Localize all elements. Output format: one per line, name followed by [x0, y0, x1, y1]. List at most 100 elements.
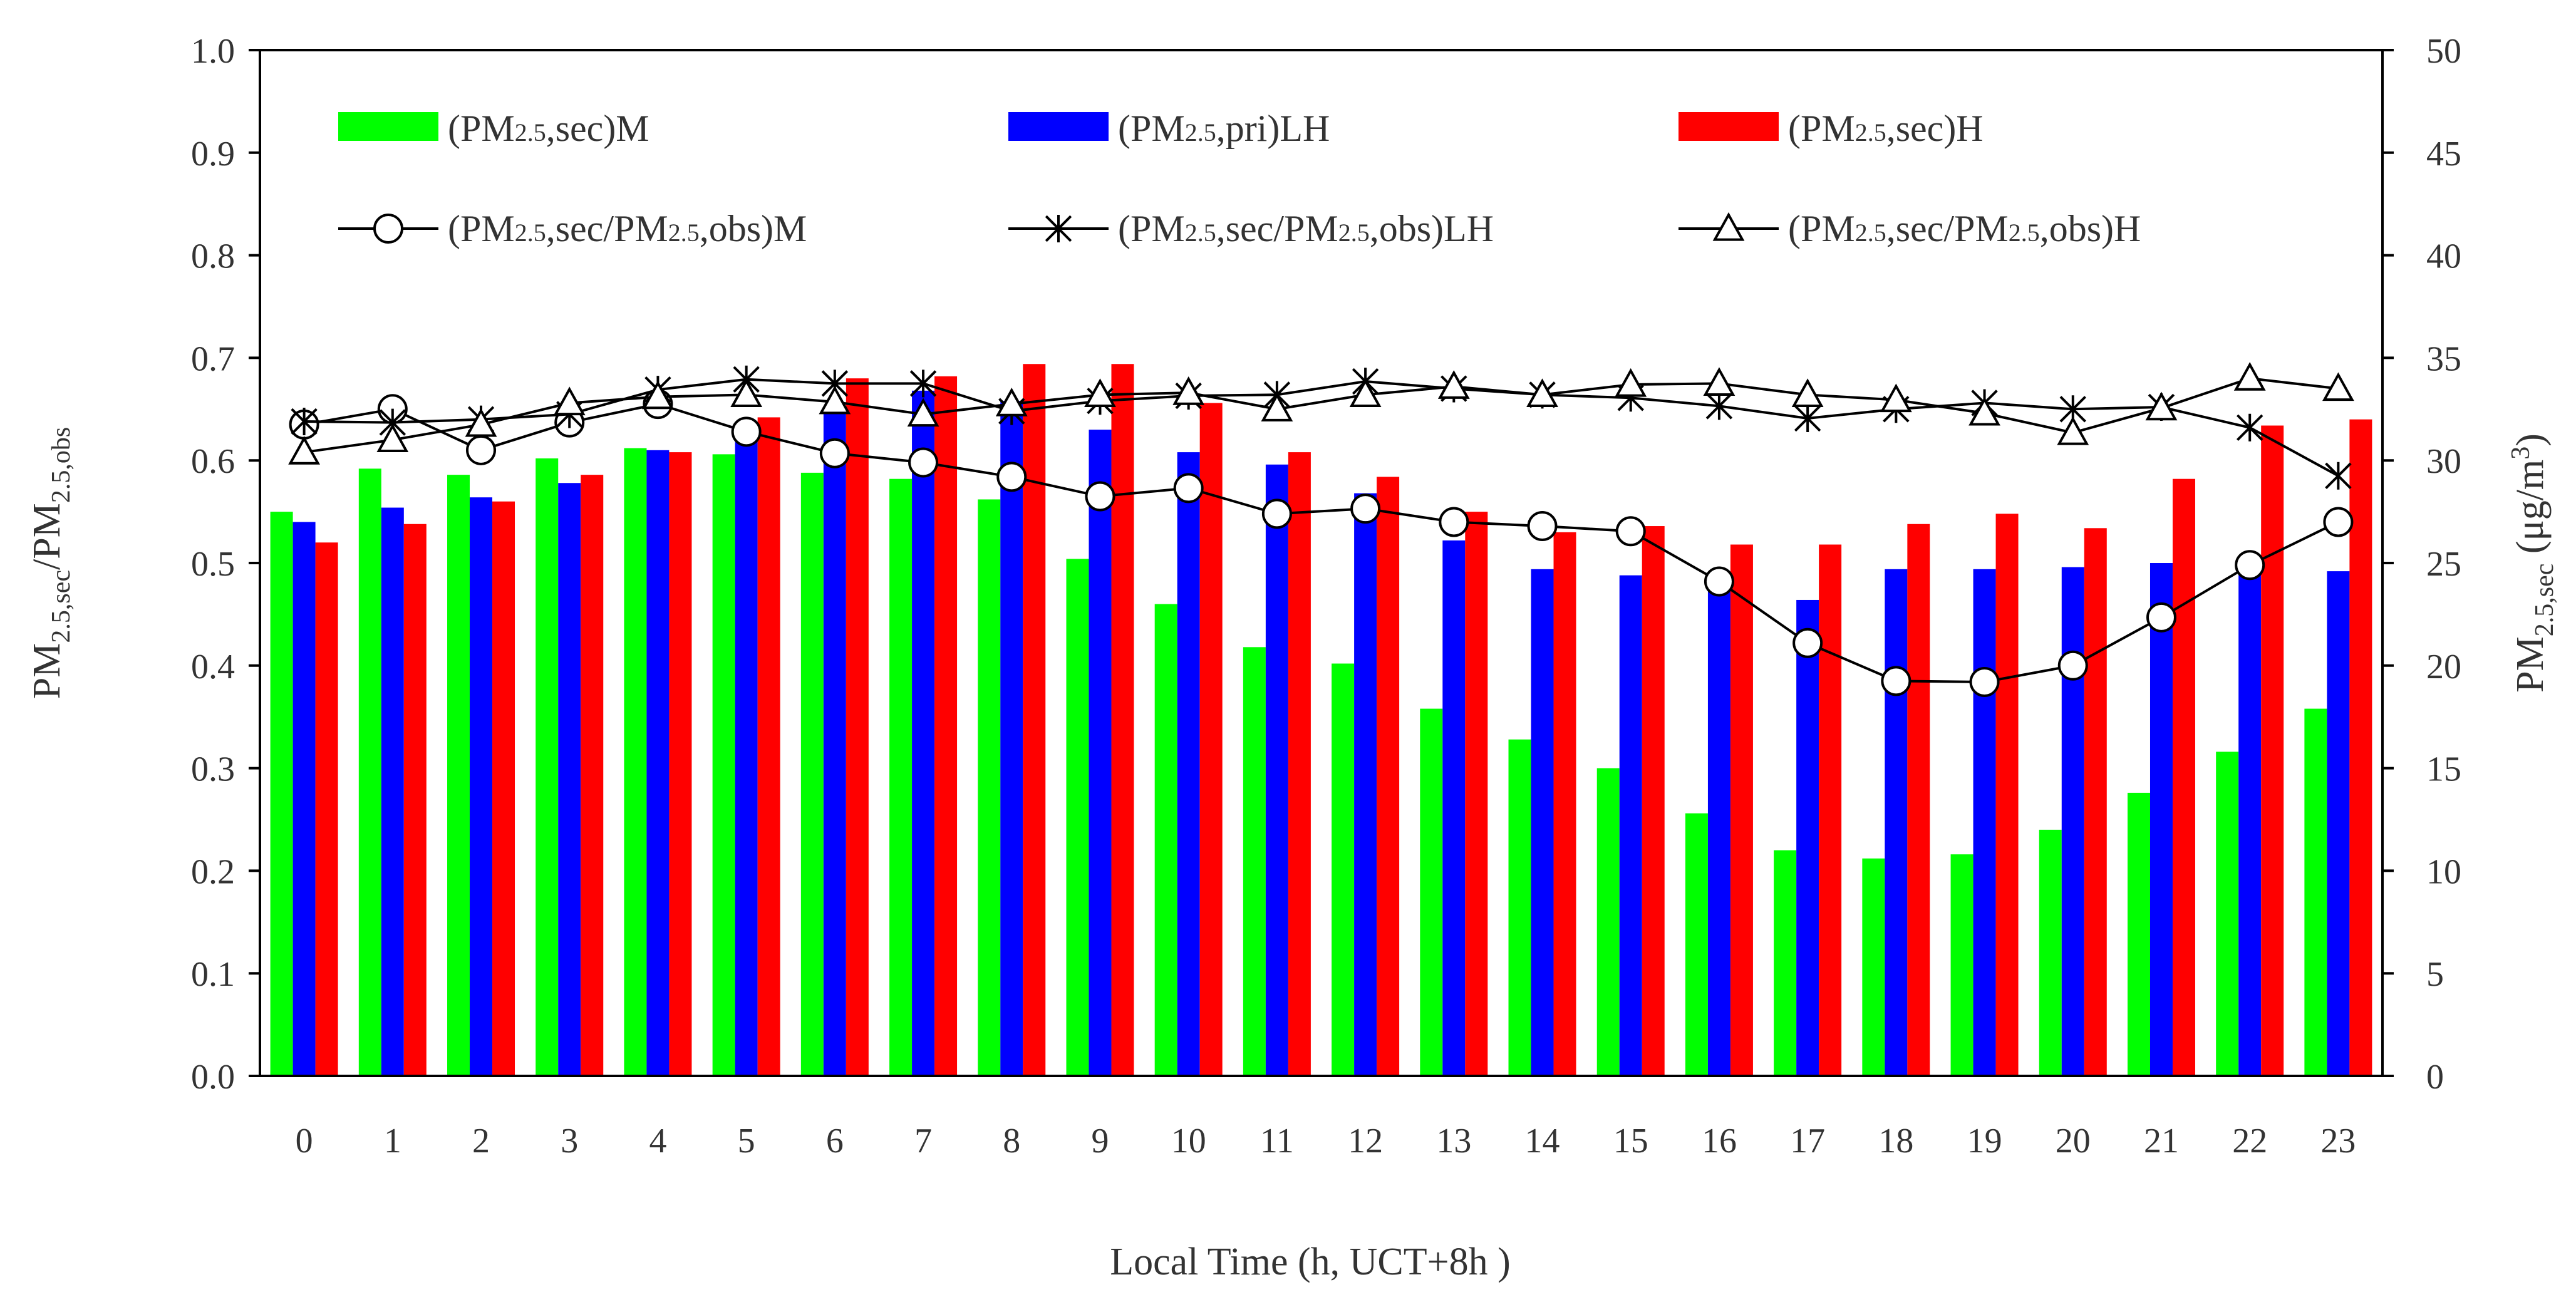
bar-2-21: [2172, 478, 2195, 1076]
right-tick-label: 30: [2426, 442, 2461, 481]
x-tick-label: 6: [826, 1122, 844, 1160]
left-tick-label: 1.0: [191, 32, 235, 71]
bar-0-3: [535, 458, 559, 1076]
bar-0-1: [358, 468, 381, 1076]
legend-marker-2: [1712, 212, 1745, 241]
point-0-5: [731, 416, 762, 447]
x-tick-label: 4: [649, 1122, 666, 1160]
x-tick-label: 9: [1091, 1122, 1109, 1160]
point-2-22: [2233, 362, 2266, 391]
bar-2-15: [1642, 526, 1665, 1076]
legend-label-bar-1: (PM2.5,pri)LH: [1118, 108, 1330, 149]
point-0-16: [1704, 566, 1734, 597]
bar-0-9: [1066, 559, 1089, 1076]
bar-1-18: [1885, 569, 1908, 1076]
point-2-19: [1968, 396, 2000, 426]
bar-1-20: [2061, 567, 2084, 1076]
point-1-7: [909, 369, 937, 398]
bar-2-11: [1288, 452, 1311, 1076]
bar-0-20: [2039, 829, 2062, 1076]
bar-1-5: [735, 440, 758, 1076]
bar-2-16: [1730, 544, 1753, 1076]
bar-1-22: [2238, 569, 2262, 1076]
legend-label-line-0: (PM2.5,sec/PM2.5,obs)M: [448, 208, 807, 249]
point-1-16: [1705, 392, 1733, 420]
bar-1-15: [1619, 575, 1642, 1076]
point-2-7: [907, 398, 939, 427]
legend-label-bar-0: (PM2.5,sec)M: [448, 108, 649, 149]
legend-marker-0: [373, 214, 403, 244]
bar-1-16: [1707, 575, 1730, 1076]
plot-area: [259, 49, 2384, 1077]
x-tick-label: 15: [1613, 1122, 1648, 1160]
left-tick-label: 0.3: [191, 750, 235, 789]
point-2-8: [995, 387, 1028, 416]
point-2-21: [2145, 391, 2178, 421]
bar-0-22: [2216, 752, 2239, 1076]
right-tick-label: 25: [2426, 545, 2461, 584]
point-2-10: [1172, 376, 1205, 405]
point-2-4: [642, 380, 674, 410]
point-0-12: [1350, 493, 1381, 524]
point-1-17: [1794, 405, 1821, 433]
bar-0-18: [1862, 858, 1885, 1076]
point-2-13: [1437, 370, 1470, 399]
bar-2-13: [1465, 512, 1488, 1076]
right-tick-label: 15: [2426, 750, 2461, 789]
bar-2-22: [2261, 425, 2284, 1076]
legend-label-bar-2: (PM2.5,sec)H: [1788, 108, 1984, 149]
legend-swatch-2: [1679, 112, 1779, 141]
bar-1-11: [1265, 464, 1288, 1076]
point-0-14: [1527, 511, 1558, 542]
x-tick-label: 21: [2144, 1122, 2179, 1160]
left-tick-label: 0.2: [191, 852, 235, 891]
left-axis-ticks: 0.0 0.1 0.2 0.3 0.4 0.5 0.6 0.7 0.8 0.9 1.0: [191, 32, 260, 1097]
left-tick-label: 0.7: [191, 339, 235, 378]
bar-2-0: [315, 542, 338, 1076]
legend-marker-1: [1045, 215, 1072, 242]
bar-1-17: [1796, 599, 1819, 1076]
point-0-8: [996, 462, 1027, 492]
point-0-15: [1615, 516, 1646, 547]
bar-1-4: [646, 450, 670, 1076]
point-2-6: [819, 385, 851, 415]
point-1-0: [291, 407, 318, 435]
x-tick-label: 23: [2320, 1122, 2356, 1160]
bar-0-8: [978, 499, 1001, 1076]
right-tick-label: 45: [2426, 135, 2461, 173]
y-axis-right-title: PM2.5,sec (μg/m3): [2506, 433, 2559, 693]
point-0-21: [2146, 602, 2176, 633]
left-tick-label: 0.1: [191, 955, 235, 994]
bar-0-21: [2127, 792, 2150, 1076]
bar-1-3: [558, 483, 581, 1076]
x-tick-label: 17: [1790, 1122, 1825, 1160]
bar-2-9: [1111, 364, 1134, 1076]
bar-2-7: [934, 376, 958, 1076]
x-tick-label: 2: [472, 1122, 490, 1160]
right-tick-label: 5: [2426, 955, 2444, 994]
bar-0-7: [889, 478, 913, 1076]
left-tick-label: 0.9: [191, 135, 235, 173]
bar-2-3: [581, 475, 604, 1076]
bar-1-23: [2327, 571, 2350, 1076]
right-axis-ticks: 0 5 10 15 20 25 30 35 40 45 50: [2382, 32, 2461, 1097]
bar-2-17: [1819, 544, 1842, 1076]
left-tick-label: 0.4: [191, 648, 235, 686]
bar-2-20: [2084, 528, 2107, 1076]
bar-2-18: [1907, 524, 1930, 1076]
bar-1-0: [292, 522, 316, 1076]
bar-0-23: [2304, 708, 2327, 1076]
point-2-12: [1349, 378, 1382, 407]
bar-1-9: [1089, 430, 1112, 1076]
point-2-5: [730, 378, 763, 407]
bar-0-17: [1774, 850, 1797, 1076]
right-tick-label: 20: [2426, 648, 2461, 686]
x-tick-label: 20: [2056, 1122, 2091, 1160]
point-2-18: [1880, 383, 1912, 413]
bar-0-12: [1332, 663, 1355, 1076]
point-2-17: [1791, 378, 1824, 407]
bar-0-6: [800, 472, 824, 1076]
bar-series: [270, 364, 2372, 1077]
point-2-15: [1615, 368, 1647, 397]
